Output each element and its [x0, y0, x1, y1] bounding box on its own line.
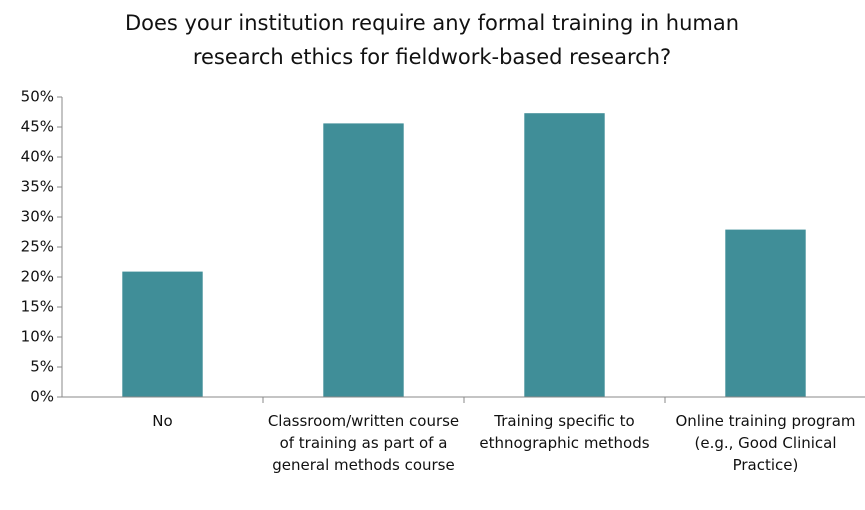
y-tick-label: 20% [21, 268, 54, 286]
y-tick-label: 10% [21, 328, 54, 346]
bar [725, 229, 806, 397]
x-tick-label: Online training program (e.g., Good Clin… [675, 412, 856, 474]
x-tick-label: No [152, 412, 173, 430]
y-tick-label: 35% [21, 178, 54, 196]
y-tick-label: 40% [21, 148, 54, 166]
y-tick-label: 5% [30, 358, 54, 376]
bar [524, 113, 605, 397]
y-tick-label: 0% [30, 388, 54, 406]
x-tick-label: Classroom/written course of training as … [267, 412, 460, 474]
bar [122, 271, 203, 397]
x-tick-label: Training specific to ethnographic method… [479, 412, 650, 452]
chart-title: Does your institution require any formal… [124, 11, 740, 69]
y-tick-label: 50% [21, 88, 54, 106]
y-tick-label: 25% [21, 238, 54, 256]
y-tick-label: 45% [21, 118, 54, 136]
y-tick-label: 15% [21, 298, 54, 316]
y-tick-label: 30% [21, 208, 54, 226]
bar [323, 123, 404, 398]
